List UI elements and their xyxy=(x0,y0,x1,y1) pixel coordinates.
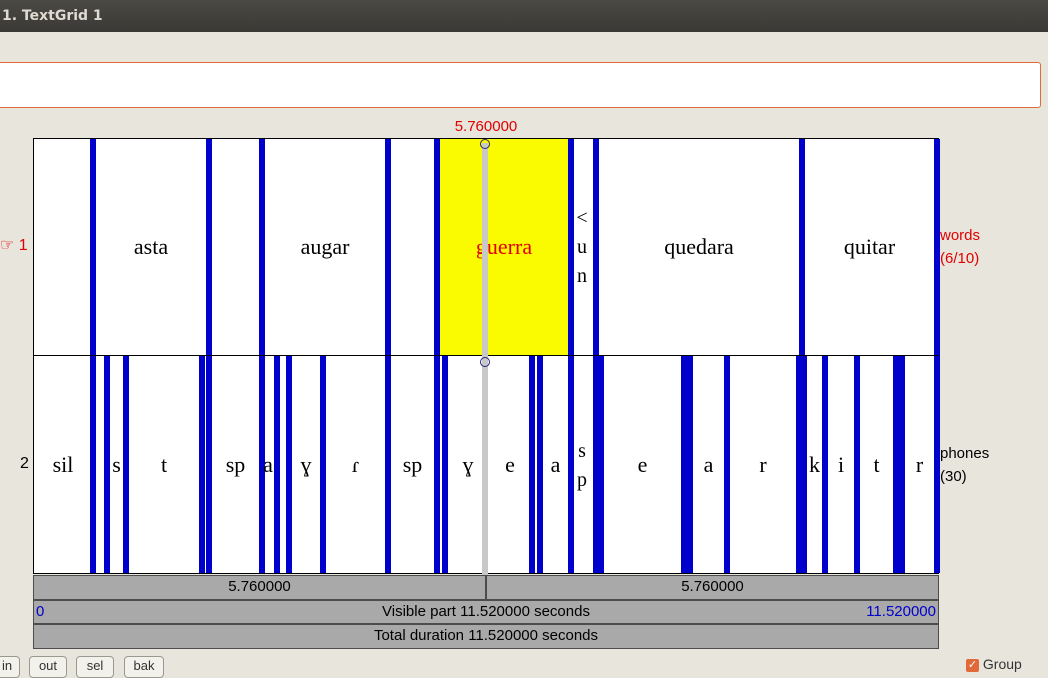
boundary[interactable] xyxy=(385,356,391,573)
boundary[interactable] xyxy=(801,356,807,573)
cursor-handle-top[interactable] xyxy=(480,139,490,149)
boundary[interactable] xyxy=(593,139,599,356)
cursor-time-label: 5.760000 xyxy=(454,118,518,135)
boundary[interactable] xyxy=(286,356,292,573)
zoom-in-button[interactable]: in xyxy=(0,656,20,678)
window-title: 1. TextGrid 1 xyxy=(2,8,103,24)
group-label: Group xyxy=(982,656,1022,672)
boundary[interactable] xyxy=(593,356,599,573)
boundary[interactable] xyxy=(537,356,543,573)
boundary[interactable] xyxy=(123,356,129,573)
tier-1-number[interactable]: ☞ 1 xyxy=(0,237,28,254)
interval-label[interactable]: t xyxy=(873,452,880,477)
boundary[interactable] xyxy=(899,356,905,573)
tier-1-name[interactable]: words (6/10) xyxy=(940,227,981,267)
interval-label[interactable]: quedara xyxy=(664,234,734,259)
tier-2-name[interactable]: phones (30) xyxy=(940,445,990,485)
zoom-out-button[interactable]: out xyxy=(29,656,67,678)
interval-label[interactable]: u xyxy=(577,236,587,258)
group-checkbox[interactable]: ✓ Group xyxy=(966,656,1022,672)
interval-label[interactable]: < xyxy=(576,207,588,229)
boundary[interactable] xyxy=(259,356,265,573)
boundary[interactable] xyxy=(90,356,96,573)
interval-label[interactable]: n xyxy=(577,265,587,287)
interval-label[interactable]: p xyxy=(577,469,587,491)
interval-label[interactable]: i xyxy=(837,452,845,477)
interval-label[interactable]: s xyxy=(578,440,586,462)
boundary[interactable] xyxy=(385,139,391,356)
interval-label[interactable]: t xyxy=(160,452,168,477)
interval-label[interactable]: ɣ xyxy=(300,452,312,477)
boundary[interactable] xyxy=(434,139,440,356)
interval-label[interactable]: quitar xyxy=(843,234,896,259)
boundary[interactable] xyxy=(104,356,110,573)
boundary[interactable] xyxy=(274,356,280,573)
boundary[interactable] xyxy=(799,139,805,356)
interval-label[interactable]: ɾ xyxy=(351,452,360,477)
selected-interval-label[interactable]: guerra xyxy=(475,234,533,259)
interval-label[interactable]: k xyxy=(809,452,820,477)
checkmark-icon: ✓ xyxy=(966,658,979,672)
interval-label[interactable]: sp xyxy=(225,452,246,477)
visible-part-bar[interactable]: 0 Visible part 11.520000 seconds 11.5200… xyxy=(33,600,939,624)
selected-interval-highlight xyxy=(440,139,568,356)
boundary[interactable] xyxy=(822,356,828,573)
total-duration-bar[interactable]: Total duration 11.520000 seconds xyxy=(33,624,939,649)
interval-label[interactable]: sp xyxy=(402,452,423,477)
visible-start-time: 0 xyxy=(36,603,45,620)
right-segment-bar[interactable]: 5.760000 xyxy=(486,575,939,600)
boundary[interactable] xyxy=(598,356,604,573)
visible-part-label: Visible part 11.520000 seconds xyxy=(382,603,590,620)
boundary[interactable] xyxy=(796,356,802,573)
boundary[interactable] xyxy=(206,139,212,356)
boundary[interactable] xyxy=(724,356,730,573)
interval-label[interactable]: augar xyxy=(300,234,350,259)
cursor-handle-middle[interactable] xyxy=(480,357,490,367)
interval-label[interactable]: asta xyxy=(133,234,169,259)
interval-label[interactable]: ɣ xyxy=(462,452,474,477)
interval-label[interactable]: a xyxy=(703,452,714,477)
boundary[interactable] xyxy=(90,139,96,356)
boundary[interactable] xyxy=(854,356,860,573)
boundary[interactable] xyxy=(934,139,940,356)
left-segment-bar[interactable]: 5.760000 xyxy=(33,575,486,600)
boundary[interactable] xyxy=(893,356,899,573)
visible-end-time: 11.520000 xyxy=(866,603,936,620)
boundary[interactable] xyxy=(568,356,574,573)
boundary[interactable] xyxy=(199,356,205,573)
boundary[interactable] xyxy=(687,356,693,573)
interval-label[interactable]: e xyxy=(505,452,515,477)
boundary[interactable] xyxy=(442,356,448,573)
interval-text-field[interactable] xyxy=(0,62,1041,108)
interval-label[interactable]: r xyxy=(759,452,767,477)
tier-2-number[interactable]: 2 xyxy=(20,455,29,472)
boundary[interactable] xyxy=(681,356,687,573)
boundary[interactable] xyxy=(434,356,440,573)
interval-label[interactable]: e xyxy=(637,452,648,477)
window-titlebar: 1. TextGrid 1 xyxy=(0,0,1048,32)
boundary[interactable] xyxy=(529,356,535,573)
interval-label[interactable]: a xyxy=(550,452,561,477)
interval-label[interactable]: sil xyxy=(52,452,74,477)
boundary[interactable] xyxy=(259,139,265,356)
boundary[interactable] xyxy=(206,356,212,573)
interval-label[interactable]: a xyxy=(263,452,273,477)
interval-label[interactable]: r xyxy=(915,452,924,477)
zoom-back-button[interactable]: bak xyxy=(124,656,164,678)
boundary[interactable] xyxy=(934,356,940,573)
pointing-hand-icon: ☞ xyxy=(0,237,15,254)
boundary[interactable] xyxy=(568,139,574,356)
boundary[interactable] xyxy=(320,356,326,573)
interval-label[interactable]: s xyxy=(112,452,121,477)
zoom-to-selection-button[interactable]: sel xyxy=(76,656,114,678)
